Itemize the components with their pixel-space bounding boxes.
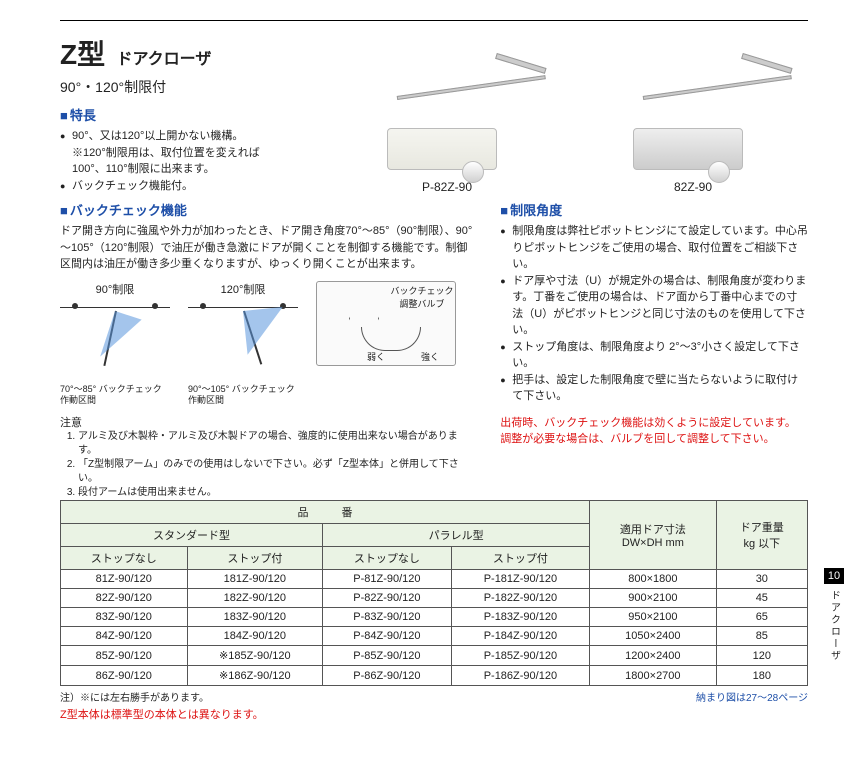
features-list-2: バックチェック機能付。 bbox=[60, 178, 320, 195]
limit-item: ストップ角度は、制限角度より 2°～3°小さく設定して下さい。 bbox=[500, 339, 808, 372]
table-cell: 85 bbox=[716, 627, 807, 646]
limit-item: ドア厚や寸法（U）が規定外の場合は、制限角度が変わります。丁番をご使用の場合は、… bbox=[500, 273, 808, 339]
table-cell: 800×1800 bbox=[590, 570, 717, 589]
page-category: ドアクローザ bbox=[827, 590, 842, 662]
table-cell: P-186Z-90/120 bbox=[451, 666, 589, 686]
diagram-valve: バックチェック調整バルブ 弱く 強く bbox=[316, 281, 456, 366]
note-item: アルミ及び木製枠・アルミ及び木製ドアの場合、強度的に使用出来ない場合があります。 bbox=[78, 430, 476, 458]
limit-item: 把手は、設定した制限角度で壁に当たらないように取付けて下さい。 bbox=[500, 372, 808, 405]
limit-item: 制限角度は弊社ピボットヒンジにて設定しています。中心吊りピボットヒンジをご使用の… bbox=[500, 223, 808, 273]
diagram-90: 90°制限 70°～85° バックチェック 作動区間 bbox=[60, 281, 170, 407]
th-size: 適用ドア寸法 DW×DH mm bbox=[590, 501, 717, 570]
table-cell: 900×2100 bbox=[590, 589, 717, 608]
table-cell: P-81Z-90/120 bbox=[323, 570, 452, 589]
table-cell: P-185Z-90/120 bbox=[451, 646, 589, 666]
table-cell: P-182Z-90/120 bbox=[451, 589, 589, 608]
table-cell: P-183Z-90/120 bbox=[451, 608, 589, 627]
product-2: 82Z-90 bbox=[603, 68, 783, 194]
table-cell: 65 bbox=[716, 608, 807, 627]
table-cell: 45 bbox=[716, 589, 807, 608]
table-cell: 181Z-90/120 bbox=[187, 570, 323, 589]
table-cell: 85Z-90/120 bbox=[61, 646, 188, 666]
table-cell: 1200×2400 bbox=[590, 646, 717, 666]
table-cell: 82Z-90/120 bbox=[61, 589, 188, 608]
table-cell: 950×2100 bbox=[590, 608, 717, 627]
title-subtitle: 90°・120°制限付 bbox=[60, 77, 320, 97]
table-cell: 182Z-90/120 bbox=[187, 589, 323, 608]
table-cell: 83Z-90/120 bbox=[61, 608, 188, 627]
backcheck-heading: バックチェック機能 bbox=[60, 200, 476, 219]
table-cell: 30 bbox=[716, 570, 807, 589]
note-item: 段付アームは使用出来ません。 bbox=[78, 486, 476, 500]
product-caption: 82Z-90 bbox=[603, 180, 783, 194]
features-heading: 特長 bbox=[60, 105, 320, 124]
th-weight: ドア重量 kg 以下 bbox=[716, 501, 807, 570]
table-cell: 86Z-90/120 bbox=[61, 666, 188, 686]
feature-item: 90°、又は120°以上開かない機構。 bbox=[60, 128, 320, 145]
th-nostop: ストップなし bbox=[323, 547, 452, 570]
table-cell: 1800×2700 bbox=[590, 666, 717, 686]
footer-left: 注）※には左右勝手があります。 bbox=[60, 689, 209, 704]
notes-heading: 注意 bbox=[60, 414, 476, 430]
table-cell: 1050×2400 bbox=[590, 627, 717, 646]
th-par: パラレル型 bbox=[323, 524, 590, 547]
table-cell: 184Z-90/120 bbox=[187, 627, 323, 646]
product-caption: P-82Z-90 bbox=[357, 180, 537, 194]
limit-heading: 制限角度 bbox=[500, 200, 808, 219]
page-tab: 10 ドアクローザ bbox=[824, 568, 844, 662]
backcheck-diagrams: 90°制限 70°～85° バックチェック 作動区間 120°制限 90°～10… bbox=[60, 281, 476, 407]
note-item: 「Z型制限アーム」のみでの使用はしないで下さい。必ず「Z型本体」と併用して下さい… bbox=[78, 458, 476, 486]
table-cell: P-181Z-90/120 bbox=[451, 570, 589, 589]
features-list: 90°、又は120°以上開かない機構。 bbox=[60, 128, 320, 145]
table-cell: 84Z-90/120 bbox=[61, 627, 188, 646]
page-number: 10 bbox=[824, 568, 844, 584]
red-note: 出荷時、バックチェック機能は効くように設定しています。 調整が必要な場合は、バル… bbox=[500, 415, 808, 448]
page-title: Z型 ドアクローザ bbox=[60, 33, 320, 73]
table-cell: P-83Z-90/120 bbox=[323, 608, 452, 627]
footer-right: 納まり図は27～28ページ bbox=[696, 689, 808, 704]
diagram-120: 120°制限 90°～105° バックチェック 作動区間 bbox=[188, 281, 298, 407]
backcheck-body: ドア開き方向に強風や外力が加わったとき、ドア開き角度70°～85°（90°制限）… bbox=[60, 223, 476, 273]
table-cell: ※186Z-90/120 bbox=[187, 666, 323, 686]
product-images: P-82Z-90 82Z-90 bbox=[332, 33, 808, 194]
table-cell: P-82Z-90/120 bbox=[323, 589, 452, 608]
feature-note: ※120°制限用は、取付位置を変えれば 100°、110°制限に出来ます。 bbox=[60, 145, 320, 178]
th-product: 品 番 bbox=[61, 501, 590, 524]
table-cell: P-85Z-90/120 bbox=[323, 646, 452, 666]
th-std: スタンダード型 bbox=[61, 524, 323, 547]
table-cell: ※185Z-90/120 bbox=[187, 646, 323, 666]
notes-list: アルミ及び木製枠・アルミ及び木製ドアの場合、強度的に使用出来ない場合があります。… bbox=[60, 430, 476, 500]
title-sub: ドアクローザ bbox=[116, 51, 211, 68]
spec-table: 品 番 適用ドア寸法 DW×DH mm ドア重量 kg 以下 スタンダード型 パ… bbox=[60, 500, 808, 686]
title-main: Z型 bbox=[60, 33, 105, 73]
th-stop: ストップ付 bbox=[187, 547, 323, 570]
th-nostop: ストップなし bbox=[61, 547, 188, 570]
table-cell: 120 bbox=[716, 646, 807, 666]
feature-item: バックチェック機能付。 bbox=[60, 178, 320, 195]
table-cell: P-184Z-90/120 bbox=[451, 627, 589, 646]
table-cell: 180 bbox=[716, 666, 807, 686]
table-cell: 81Z-90/120 bbox=[61, 570, 188, 589]
table-cell: P-84Z-90/120 bbox=[323, 627, 452, 646]
table-cell: 183Z-90/120 bbox=[187, 608, 323, 627]
limit-list: 制限角度は弊社ピボットヒンジにて設定しています。中心吊りピボットヒンジをご使用の… bbox=[500, 223, 808, 405]
th-stop: ストップ付 bbox=[451, 547, 589, 570]
table-cell: P-86Z-90/120 bbox=[323, 666, 452, 686]
product-1: P-82Z-90 bbox=[357, 68, 537, 194]
table-footer: 注）※には左右勝手があります。 納まり図は27～28ページ bbox=[60, 689, 808, 704]
footer-red: Z型本体は標準型の本体とは異なります。 bbox=[60, 706, 808, 722]
